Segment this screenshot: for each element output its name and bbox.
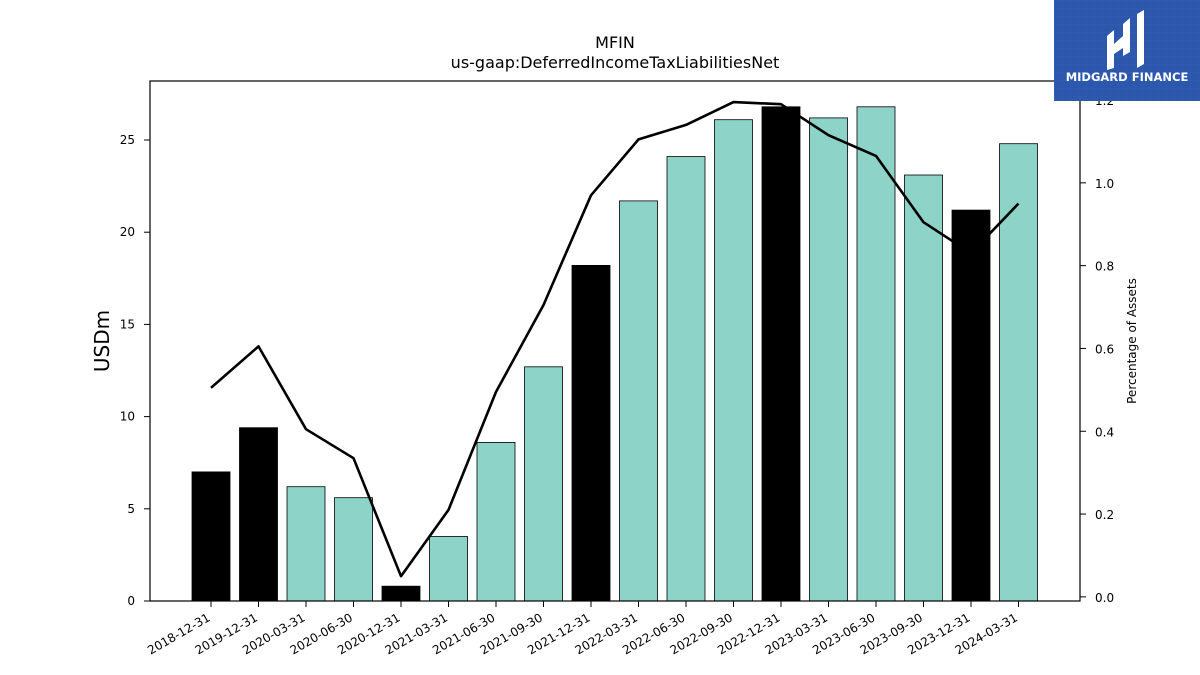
logo-text: MIDGARD FINANCE bbox=[1066, 70, 1189, 84]
bar-2020-06-30 bbox=[334, 497, 373, 602]
bar-2023-03-31 bbox=[809, 117, 848, 602]
bar-2022-03-31 bbox=[619, 200, 658, 602]
bar-2018-12-31 bbox=[191, 471, 231, 602]
bar-2023-09-30 bbox=[904, 174, 943, 602]
y-tick-label: 15 bbox=[120, 317, 135, 331]
y-tick-label: 5 bbox=[127, 502, 135, 516]
y2-tick-label: 0.4 bbox=[1095, 425, 1114, 439]
bar-2020-03-31 bbox=[286, 486, 326, 602]
bar-series bbox=[191, 106, 1038, 602]
y-tick-label: 10 bbox=[120, 410, 135, 424]
line-series-group bbox=[210, 100, 1020, 578]
chart-title: MFIN bbox=[595, 33, 635, 52]
chart-subtitle: us-gaap:DeferredIncomeTaxLiabilitiesNet bbox=[451, 53, 780, 72]
brand-logo: MIDGARD FINANCE bbox=[1054, 0, 1200, 101]
bar-2021-06-30 bbox=[476, 441, 516, 602]
y2-axis-label: Percentage of Assets bbox=[1125, 278, 1139, 404]
y2-tick-label: 1.0 bbox=[1095, 177, 1114, 191]
bar-2021-09-30 bbox=[524, 366, 563, 602]
percentage-line bbox=[210, 100, 1020, 578]
y-tick-label: 0 bbox=[127, 594, 135, 608]
bar-2019-12-31 bbox=[239, 427, 278, 602]
bar-2024-03-31 bbox=[999, 143, 1038, 602]
y2-tick-label: 0.2 bbox=[1095, 508, 1114, 522]
y-axis-label: USDm bbox=[90, 310, 114, 372]
left-axis-ticks: 0 5 10 15 20 25 bbox=[120, 133, 150, 608]
y2-tick-label: 0.8 bbox=[1095, 260, 1114, 274]
bar-2022-06-30 bbox=[666, 156, 706, 602]
y2-tick-label: 0.0 bbox=[1095, 591, 1114, 605]
logo-graphic: MIDGARD FINANCE bbox=[1054, 0, 1200, 101]
y-tick-label: 20 bbox=[120, 225, 135, 239]
bar-2023-06-30 bbox=[856, 106, 896, 602]
y-tick-label: 25 bbox=[120, 133, 135, 147]
y2-tick-label: 0.6 bbox=[1095, 342, 1114, 356]
right-axis-ticks: 0.00.20.40.60.81.01.2 bbox=[1080, 94, 1114, 605]
bar-2023-12-31 bbox=[951, 209, 991, 602]
bar-2022-09-30 bbox=[714, 119, 753, 602]
bar-2021-12-31 bbox=[571, 264, 611, 602]
bar-2020-12-31 bbox=[381, 585, 421, 602]
bar-2022-12-31 bbox=[761, 106, 801, 602]
midgard-logo-icon bbox=[1107, 10, 1144, 70]
bar-2021-03-31 bbox=[429, 536, 468, 602]
plot-frame bbox=[149, 80, 1081, 602]
x-axis-ticks: 2018-12-312019-12-312020-03-312020-06-30… bbox=[145, 601, 1020, 657]
